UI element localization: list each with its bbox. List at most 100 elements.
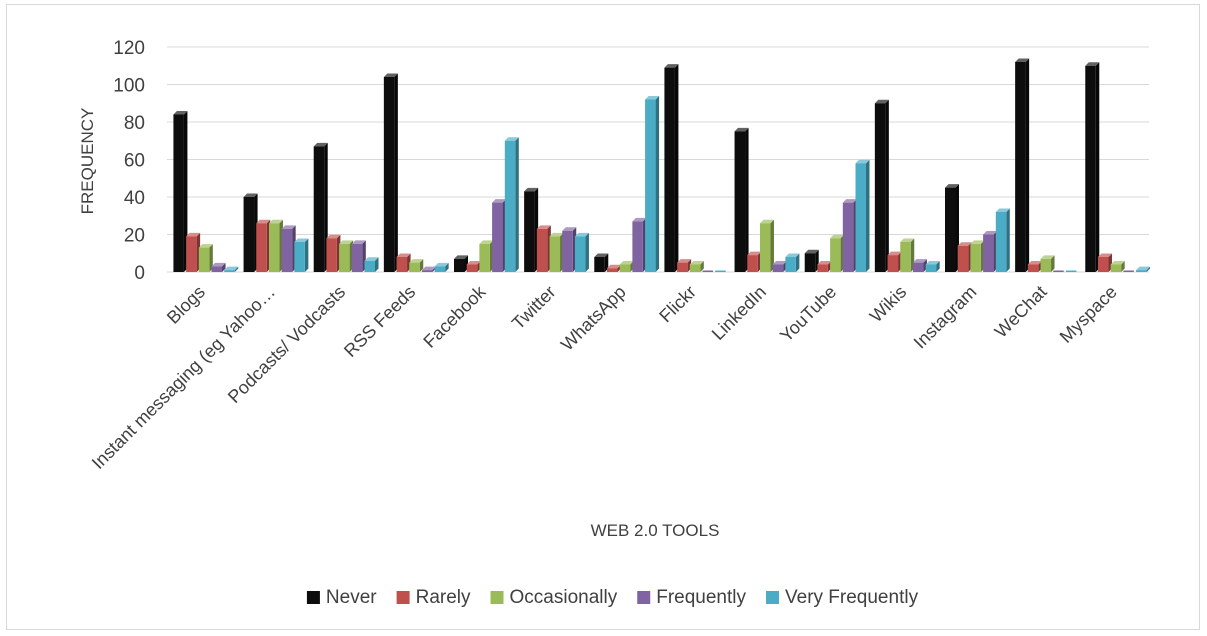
bar-occasionally [900, 238, 915, 272]
legend-swatch [766, 591, 780, 604]
bar-very-frequently [715, 270, 726, 272]
category-label: Flickr [655, 282, 700, 327]
bar-occasionally [689, 261, 704, 272]
legend: Never Rarely Occasionally Frequently Very Fr… [306, 587, 919, 608]
legend-item: Very Frequently [766, 587, 919, 608]
bar-rarely [326, 234, 341, 272]
legend-item: Frequently [637, 587, 746, 608]
legend-label: Rarely [416, 587, 471, 608]
bar-never [804, 249, 819, 272]
bar-frequently [421, 266, 436, 272]
y-tick-label: 40 [124, 188, 145, 209]
category-label: WeChat [991, 282, 1051, 342]
bar-very-frequently [294, 238, 309, 272]
bar-frequently [211, 262, 226, 272]
bar-occasionally [970, 240, 985, 272]
bar-rarely [396, 253, 411, 272]
y-tick-label: 20 [124, 226, 145, 247]
bar-occasionally [409, 259, 424, 272]
bar-frequently [983, 231, 998, 272]
bar-frequently [702, 270, 714, 272]
x-axis-title: WEB 2.0 TOOLS [591, 521, 720, 540]
bar-never [734, 127, 749, 272]
bar-rarely [256, 219, 271, 272]
bar-frequently [772, 261, 787, 272]
bar-occasionally [549, 232, 564, 272]
category-label: Twitter [508, 282, 560, 334]
bar-very-frequently [1065, 270, 1077, 272]
y-axis-ticks: 0 20 40 60 80 100 120 [113, 38, 145, 284]
bar-rarely [536, 225, 551, 272]
bar-rarely [817, 261, 832, 272]
legend-label: Never [326, 587, 377, 608]
category-label: Wikis [866, 282, 911, 327]
bar-frequently [842, 199, 857, 272]
y-tick-label: 120 [113, 38, 145, 59]
legend-label: Occasionally [510, 587, 618, 608]
bar-very-frequently [645, 96, 660, 272]
bar-occasionally [198, 244, 213, 272]
legend-label: Frequently [656, 587, 746, 608]
bar-occasionally [759, 219, 774, 272]
bar-very-frequently [995, 208, 1010, 272]
bar-frequently [562, 227, 577, 272]
bar-rarely [186, 232, 201, 272]
legend-label: Very Frequently [785, 587, 919, 608]
bar-never [1015, 58, 1030, 272]
bar-frequently [492, 199, 507, 272]
legend-swatch [306, 591, 320, 604]
category-label: Podcasts/ Vodcasts [224, 282, 349, 407]
bar-rarely [466, 261, 481, 272]
bar-very-frequently [504, 137, 519, 272]
chart-area: 0 20 40 60 80 100 120 Blogs Instant messaging (… [6, 4, 1200, 630]
bars [173, 58, 1151, 272]
bar-rarely [606, 264, 621, 272]
category-label: RSS Feeds [340, 282, 419, 361]
bar-occasionally [619, 261, 634, 272]
bar-occasionally [339, 240, 354, 272]
bar-never [173, 111, 188, 272]
legend-swatch [490, 591, 504, 604]
legend-swatch [637, 591, 651, 604]
category-label: Myspace [1056, 282, 1121, 347]
legend-item: Rarely [396, 587, 471, 608]
category-label: WhatsApp [557, 282, 630, 355]
bar-very-frequently [434, 262, 449, 272]
bar-never [313, 142, 328, 272]
bar-never [243, 193, 258, 272]
bar-very-frequently [785, 253, 800, 272]
bar-rarely [1027, 261, 1042, 272]
bar-frequently [1053, 270, 1064, 272]
bar-occasionally [1040, 255, 1055, 272]
bar-never [1085, 62, 1100, 272]
bar-very-frequently [1136, 266, 1151, 272]
bar-very-frequently [364, 257, 379, 272]
legend-item: Occasionally [490, 587, 618, 608]
bar-frequently [632, 217, 647, 272]
category-label: LinkedIn [708, 282, 770, 344]
bar-never [524, 187, 539, 272]
bar-frequently [912, 259, 927, 272]
y-tick-label: 60 [124, 151, 145, 172]
category-label: Blogs [163, 282, 209, 328]
y-tick-label: 0 [134, 263, 145, 284]
bar-very-frequently [224, 266, 239, 272]
bar-very-frequently [574, 232, 589, 272]
bar-never [874, 99, 889, 272]
legend-swatch [396, 591, 410, 604]
bar-never [664, 64, 679, 272]
bar-rarely [887, 251, 902, 272]
category-label: YouTube [776, 282, 840, 346]
bar-very-frequently [925, 261, 940, 272]
bar-occasionally [1110, 261, 1125, 272]
bar-rarely [677, 259, 692, 272]
bar-never [594, 253, 609, 272]
category-label: Instagram [910, 282, 981, 353]
y-tick-label: 100 [113, 76, 145, 97]
bar-frequently [281, 225, 296, 272]
bar-rarely [1097, 253, 1112, 272]
bar-very-frequently [855, 159, 870, 272]
bar-frequently [351, 240, 366, 272]
